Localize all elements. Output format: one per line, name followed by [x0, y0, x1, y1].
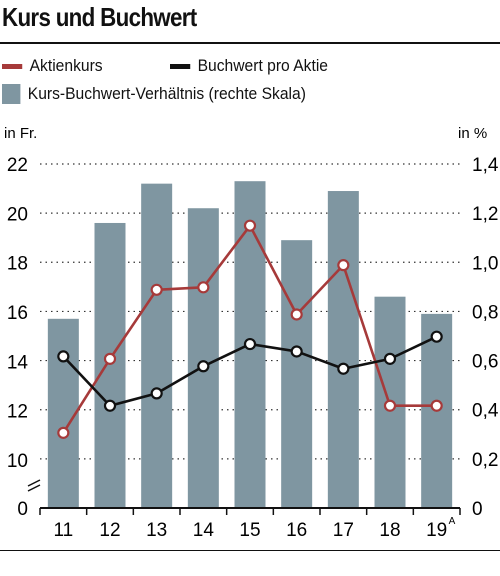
point-aktienkurs [290, 308, 303, 321]
right-tick-label: 0 [472, 499, 483, 520]
x-tick-label: 13 [146, 520, 167, 541]
point-aktienkurs [337, 259, 350, 272]
point-buchwert-pro-aktie [290, 345, 303, 358]
point-aktienkurs [430, 399, 443, 412]
left-tick-label: 18 [7, 254, 28, 275]
legend-label-buchwert: Buchwert pro Aktie [197, 56, 329, 75]
left-tick-label: 14 [7, 352, 29, 373]
x-tick-label: 14 [193, 520, 215, 541]
legend-swatch-buchwert [170, 63, 191, 69]
point-buchwert-pro-aktie [150, 387, 163, 400]
left-axis-unit-label: in Fr. [4, 125, 37, 142]
x-tick-label: 19 [426, 520, 447, 541]
x-tick-label: 18 [379, 520, 400, 541]
legend-swatch-kbv [2, 84, 21, 104]
legend-item-kbv: Kurs-Buchwert-Verhältnis (rechte Skala) [2, 84, 306, 104]
left-tick-label: 0 [17, 499, 28, 520]
legend-item-aktienkurs: Aktienkurs [2, 56, 103, 76]
left-tick-label: 10 [7, 451, 28, 472]
left-tick-label: 20 [7, 204, 28, 225]
x-tick-label: 11 [53, 520, 73, 541]
axis-break-mark [27, 484, 41, 492]
x-tick-footnote: A [449, 516, 456, 527]
right-tick-label: 0,2 [472, 450, 498, 471]
legend-item-buchwert: Buchwert pro Aktie [170, 56, 328, 76]
point-aktienkurs [57, 426, 70, 439]
point-buchwert-pro-aktie [103, 399, 117, 412]
point-aktienkurs [197, 281, 210, 294]
axis-break-mark [27, 479, 41, 487]
title-rule [0, 42, 500, 44]
legend-label-kbv: Kurs-Buchwert-Verhältnis (rechte Skala) [27, 84, 306, 103]
x-tick-label: 17 [333, 520, 354, 541]
kbv-bar [141, 183, 173, 508]
kbv-bar [94, 222, 126, 508]
right-axis-unit-label: in % [458, 125, 487, 142]
legend-swatch-aktienkurs [2, 63, 23, 69]
kbv-bar [281, 240, 313, 508]
right-tick-label: 1,2 [472, 204, 498, 225]
bottom-rule [0, 550, 500, 551]
left-tick-label: 16 [7, 303, 28, 324]
point-aktienkurs [150, 283, 163, 296]
point-buchwert-pro-aktie [243, 337, 257, 351]
right-tick-label: 0,8 [472, 302, 498, 323]
right-tick-label: 1,0 [472, 253, 498, 274]
point-buchwert-pro-aktie [383, 352, 397, 365]
x-tick-label: 16 [286, 520, 307, 541]
point-buchwert-pro-aktie [430, 330, 443, 343]
right-tick-label: 0,6 [472, 352, 498, 373]
left-tick-label: 22 [7, 155, 28, 176]
x-tick-label: 15 [239, 520, 260, 541]
kbv-bar [327, 191, 359, 508]
point-buchwert-pro-aktie [197, 360, 210, 373]
left-tick-label: 12 [7, 402, 28, 423]
right-tick-label: 0,4 [472, 401, 499, 422]
right-tick-label: 1,4 [472, 155, 499, 176]
legend-label-aktienkurs: Aktienkurs [29, 56, 103, 75]
point-aktienkurs [243, 219, 257, 232]
point-buchwert-pro-aktie [57, 350, 70, 363]
point-aktienkurs [103, 352, 117, 365]
point-aktienkurs [383, 399, 397, 412]
chart-title: Kurs und Buchwert [2, 2, 197, 32]
kbv-bar [187, 208, 219, 508]
x-tick-label: 12 [99, 520, 120, 541]
point-buchwert-pro-aktie [337, 362, 350, 375]
